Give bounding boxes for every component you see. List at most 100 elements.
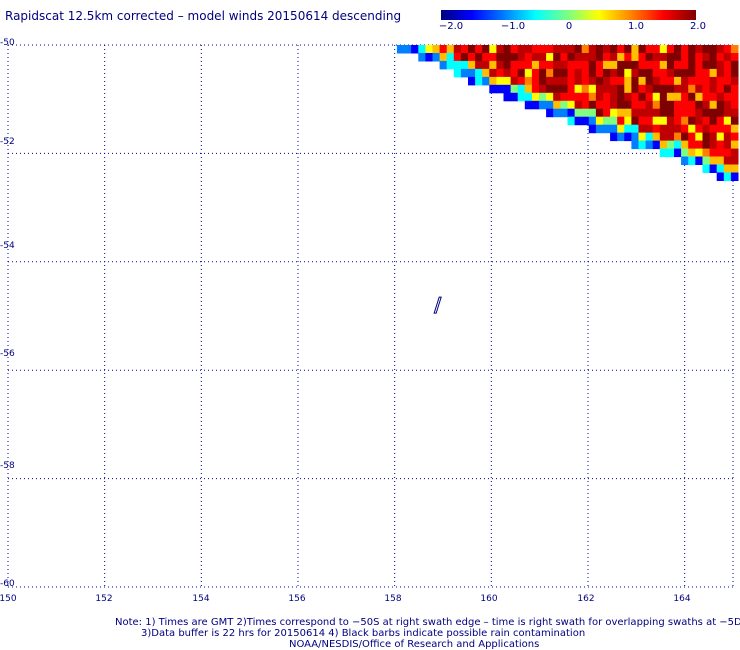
swath-cell xyxy=(730,45,739,54)
swath-cell xyxy=(567,76,576,86)
swath-cell xyxy=(695,45,703,54)
swath-cell xyxy=(553,68,561,78)
swath-cell xyxy=(524,100,533,110)
swath-cell xyxy=(574,92,583,102)
small-feature-outline xyxy=(433,296,442,314)
swath-cell xyxy=(723,76,732,86)
swath-cell xyxy=(716,148,725,158)
swath-cell xyxy=(681,132,689,142)
lon-label: 152 xyxy=(95,594,113,604)
swath-cell xyxy=(681,148,689,158)
swath-cell xyxy=(489,45,497,54)
swath-cell xyxy=(610,132,618,142)
swath-cell xyxy=(581,60,590,70)
swath-cell xyxy=(723,45,732,54)
swath-cell xyxy=(652,45,661,54)
swath-cell xyxy=(453,53,462,62)
swath-cell xyxy=(723,140,732,150)
swath-cell xyxy=(610,68,618,78)
lat-label: -56 xyxy=(0,349,15,359)
swath-cell xyxy=(666,45,675,54)
swath-cell xyxy=(510,84,519,94)
swath-cell xyxy=(681,84,689,94)
colorbar-label: 0 xyxy=(565,21,573,32)
swath-cell xyxy=(702,132,711,142)
swath-cell xyxy=(674,68,682,78)
swath-cell xyxy=(688,60,696,70)
swath-cell xyxy=(531,92,540,102)
swath-cell xyxy=(610,92,618,102)
swath-cell xyxy=(730,140,739,150)
swath-cell xyxy=(709,60,718,70)
swath-cell xyxy=(496,45,504,54)
swath-cell xyxy=(553,108,561,118)
swath-cell xyxy=(659,148,668,158)
swath-cell xyxy=(531,53,540,62)
swath-cell xyxy=(460,60,469,70)
swath-cell xyxy=(517,84,526,94)
swath-cell xyxy=(652,60,661,70)
swath-cell xyxy=(716,53,725,62)
swath-cell xyxy=(446,45,455,54)
swath-cell xyxy=(610,108,618,118)
swath-cell xyxy=(695,148,703,158)
swath-cell xyxy=(524,76,533,86)
swath-cell xyxy=(652,116,661,126)
swath-cell xyxy=(709,53,718,62)
swath-cell xyxy=(638,92,647,102)
lon-label: 154 xyxy=(192,594,210,604)
lon-label: 158 xyxy=(384,594,402,604)
swath-cell xyxy=(617,60,625,70)
swath-cell xyxy=(695,92,703,102)
swath-cell xyxy=(709,124,718,134)
swath-cell xyxy=(595,100,604,110)
swath-cell xyxy=(603,108,611,118)
swath-cell xyxy=(560,100,568,110)
swath-cell xyxy=(595,92,604,102)
swath-cell xyxy=(638,45,647,54)
swath-cell xyxy=(617,84,625,94)
colorbar-label: 2.0 xyxy=(690,21,706,32)
swath-cell xyxy=(617,116,625,126)
swath-cell xyxy=(631,76,639,86)
swath-cell xyxy=(496,84,504,94)
swath-cell xyxy=(652,53,661,62)
swath-cell xyxy=(546,68,554,78)
swath-cell xyxy=(674,100,682,110)
swath-cell xyxy=(603,116,611,126)
swath-cell xyxy=(496,76,504,86)
swath-cell xyxy=(489,84,497,94)
swath-cell xyxy=(723,132,732,142)
swath-cell xyxy=(617,124,625,134)
swath-cell xyxy=(681,124,689,134)
swath-cell xyxy=(645,60,654,70)
swath-cell xyxy=(709,76,718,86)
swath-cell xyxy=(524,84,533,94)
swath-cell xyxy=(723,60,732,70)
swath-cell xyxy=(631,108,639,118)
swath-cell xyxy=(638,84,647,94)
swath-cell xyxy=(666,53,675,62)
swath-cell xyxy=(681,100,689,110)
swath-cell xyxy=(716,68,725,78)
swath-cell xyxy=(659,84,668,94)
swath-cell xyxy=(730,84,739,94)
swath-cell xyxy=(688,84,696,94)
swath-cell xyxy=(716,156,725,165)
swath-cell xyxy=(674,108,682,118)
swath-cell xyxy=(688,108,696,118)
swath-cell xyxy=(688,68,696,78)
swath-cell xyxy=(475,76,483,86)
swath-cell xyxy=(603,92,611,102)
swath-cell xyxy=(603,60,611,70)
swath-cell xyxy=(631,84,639,94)
swath-cell xyxy=(659,100,668,110)
swath-cell xyxy=(531,45,540,54)
swath-cell xyxy=(588,100,597,110)
swath-cell xyxy=(539,68,547,78)
swath-cell xyxy=(439,60,448,70)
swath-cell xyxy=(503,76,512,86)
swath-cell xyxy=(567,100,576,110)
swath-cell xyxy=(666,140,675,150)
swath-cell xyxy=(588,92,597,102)
